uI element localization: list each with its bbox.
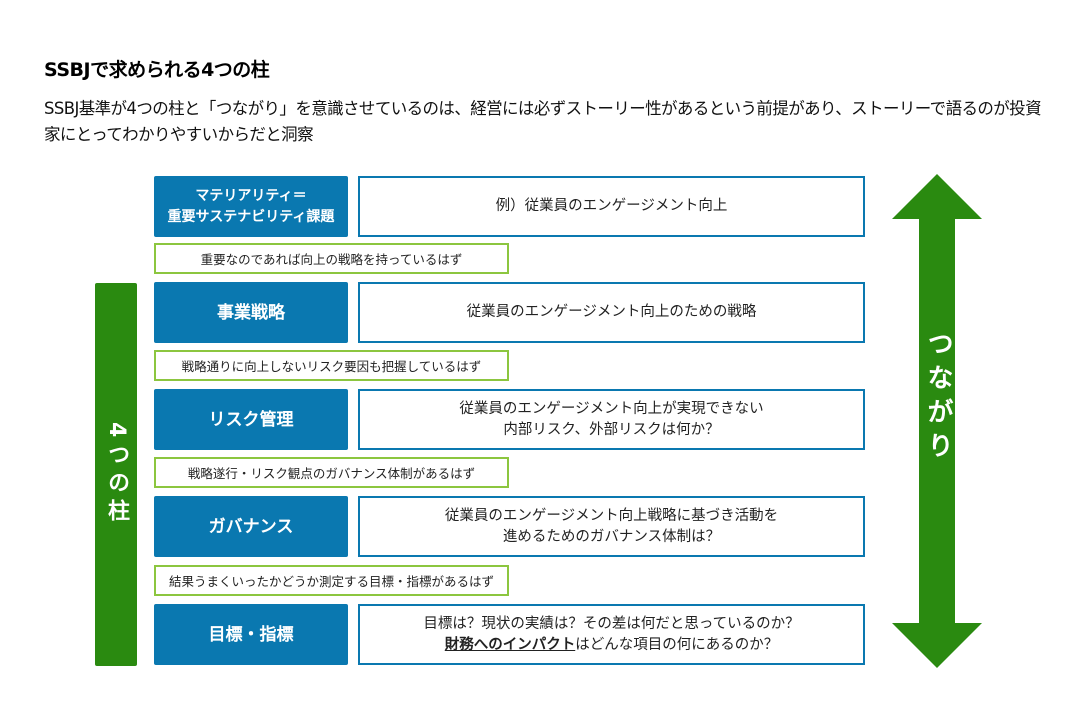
desc-strategy: 従業員のエンゲージメント向上のための戦略 [358, 282, 865, 343]
desc-metrics-line2: はどんな項目の何にあるのか？ [575, 636, 779, 653]
page-title: SSBJで求められる4つの柱 [44, 59, 270, 81]
pillar-metrics: 目標・指標 [154, 604, 348, 665]
desc-governance: 従業員のエンゲージメント向上戦略に基づき活動を 進めるためのガバナンス体制は？ [358, 496, 865, 557]
desc-metrics: 目標は？現状の実績は？その差は何だと思っているのか？ 財務へのインパクトはどんな… [358, 604, 865, 665]
link-4: 結果うまくいったかどうか測定する目標・指標があるはず [154, 565, 509, 596]
financial-impact-emphasis: 財務へのインパクト [444, 636, 576, 653]
desc-risk: 従業員のエンゲージメント向上が実現できない 内部リスク、外部リスクは何か？ [358, 389, 865, 450]
desc-metrics-line1: 目標は？現状の実績は？その差は何だと思っているのか？ [423, 615, 800, 632]
desc-materiality: 例）従業員のエンゲージメント向上 [358, 176, 865, 237]
pillar-strategy: 事業戦略 [154, 282, 348, 343]
link-2: 戦略通りに向上しないリスク要因も把握しているはず [154, 350, 509, 381]
subtitle: SSBJ基準が4つの柱と「つながり」を意識させているのは、経営には必ずストーリー… [44, 99, 1042, 144]
pillar-materiality: マテリアリティ＝ 重要サステナビリティ課題 [154, 176, 348, 237]
double-arrow-icon [892, 174, 982, 668]
four-pillars-bar: 4つの柱 [95, 283, 137, 666]
link-1: 重要なのであれば向上の戦略を持っているはず [154, 243, 509, 274]
pillar-risk: リスク管理 [154, 389, 348, 450]
pillar-governance: ガバナンス [154, 496, 348, 557]
link-3: 戦略遂行・リスク観点のガバナンス体制があるはず [154, 457, 509, 488]
connection-label: つながり [923, 330, 953, 466]
